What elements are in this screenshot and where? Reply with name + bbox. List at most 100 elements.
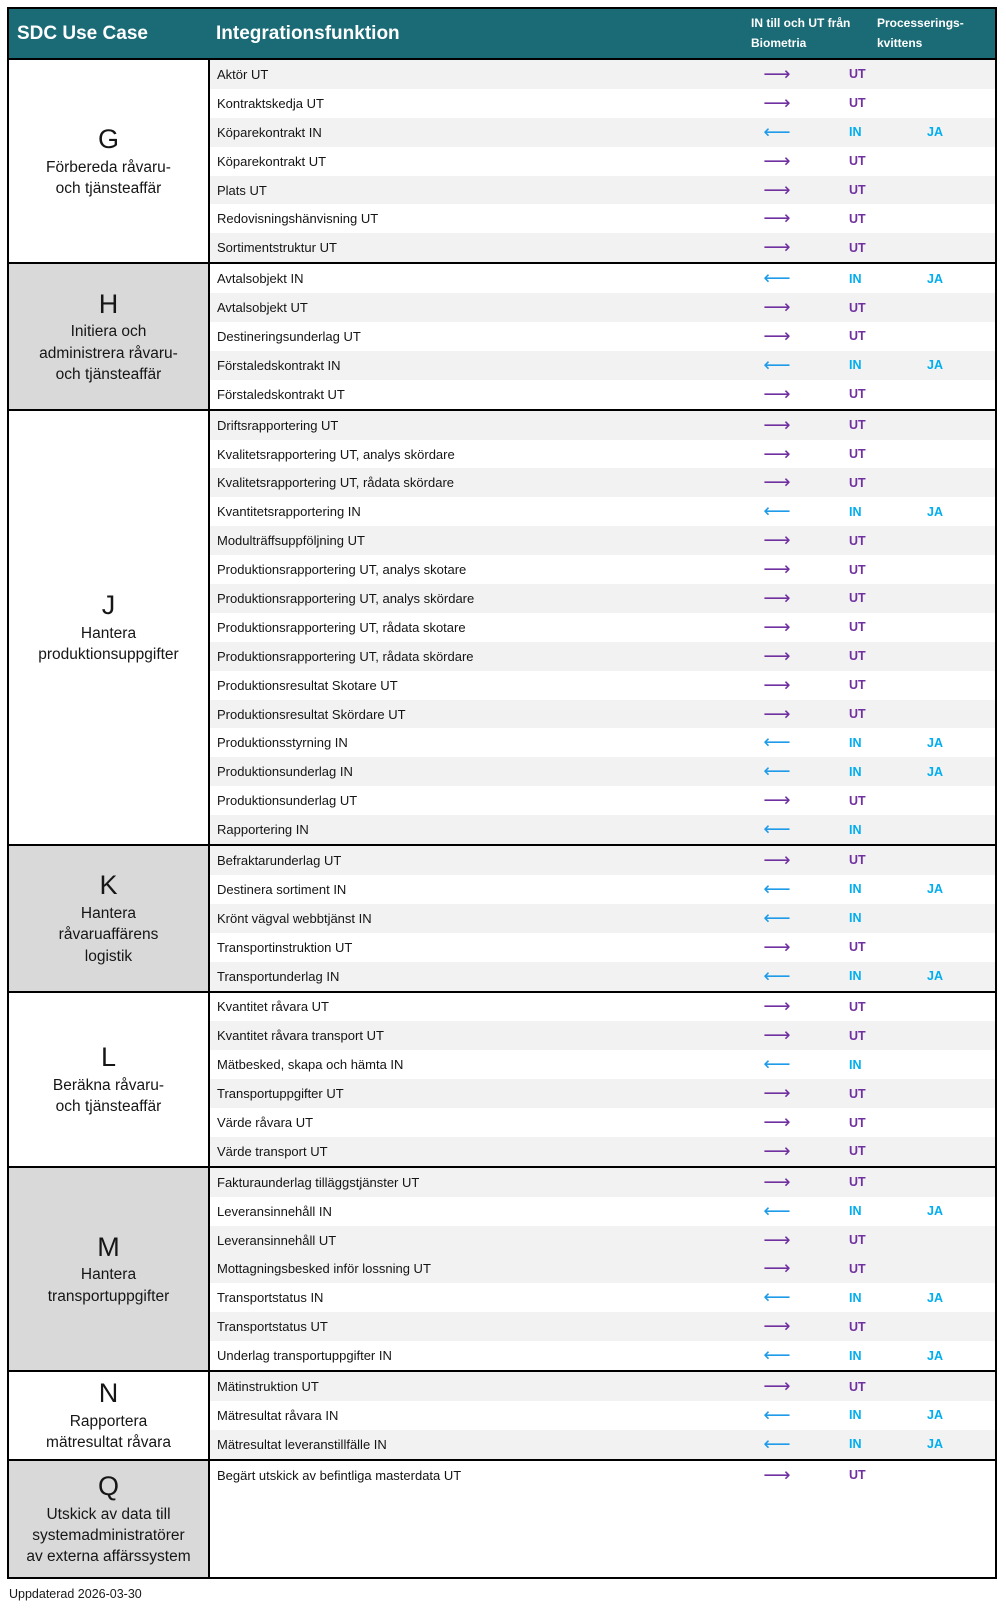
direction-arrow-cell: ⟶: [725, 64, 813, 84]
function-label: Förstaledskontrakt IN: [217, 357, 341, 373]
function-row: Produktionsunderlag UT ⟶ UT: [210, 786, 995, 816]
usecase-cell-H: H Initiera och administrera råvaru-och tjä…: [9, 264, 210, 409]
function-row: Modulträffsuppföljning UT ⟶ UT: [210, 526, 995, 556]
right-arrow-icon: ⟶: [763, 558, 791, 581]
right-arrow-icon: ⟶: [763, 382, 791, 405]
left-arrow-icon: ⟵: [763, 906, 791, 929]
receipt-label: JA: [927, 125, 943, 140]
direction-label: UT: [849, 620, 866, 635]
function-rows: Aktör UT ⟶ UT Kontraktskedja UT ⟶ UT Köparekon…: [210, 60, 995, 263]
right-arrow-icon: ⟶: [763, 1228, 791, 1251]
direction-arrow-cell: ⟶: [725, 1139, 813, 1162]
usecase-title-line: Hantera: [80, 1266, 137, 1284]
direction-label: UT: [849, 853, 866, 868]
receipt-label: JA: [927, 764, 943, 779]
function-row: Produktionsstyrning IN ⟵ IN JA: [210, 728, 995, 758]
function-row: Sortimentstruktur UT ⟶ UT: [210, 233, 995, 263]
direction-arrow-cell: ⟶: [725, 1317, 813, 1336]
direction-arrow-cell: ⟵: [725, 269, 813, 288]
receipt-label: JA: [927, 1204, 943, 1219]
integration-table: SDC Use Case Integrationsfunktion IN til…: [7, 7, 997, 1579]
left-arrow-icon: ⟵: [763, 1286, 791, 1309]
direction-label: UT: [849, 183, 866, 197]
column-header-receipt: Processerings- kvittens: [875, 14, 995, 52]
function-row: Driftsrapportering UT ⟶ UT: [210, 410, 995, 440]
table-body: G Förbereda råvaru-och tjänsteaffär Aktör …: [9, 58, 995, 1577]
direction-label: IN: [849, 1204, 862, 1219]
direction-label: UT: [849, 707, 866, 722]
direction-arrow-cell: ⟶: [725, 1377, 813, 1396]
direction-label: IN: [849, 1408, 862, 1423]
direction-arrow-cell: ⟶: [725, 531, 813, 550]
right-arrow-icon: ⟶: [763, 644, 791, 667]
function-label: Värde råvara UT: [217, 1115, 314, 1130]
usecase-title-line: logistik: [84, 947, 133, 965]
direction-label: IN: [849, 1057, 862, 1072]
function-rows: Begärt utskick av befintliga masterdata …: [210, 1460, 995, 1577]
right-arrow-icon: ⟶: [763, 1139, 791, 1162]
function-row: Leveransinnehåll IN ⟵ IN JA: [210, 1196, 995, 1226]
right-arrow-icon: ⟶: [763, 236, 791, 259]
direction-arrow-cell: ⟶: [725, 997, 813, 1016]
function-row: Produktionsrapportering UT, analys skörd…: [210, 584, 995, 613]
function-row: Leveransinnehåll UT ⟶ UT: [210, 1225, 995, 1255]
direction-arrow-cell: ⟶: [725, 298, 813, 317]
usecase-cell-Q: Q Utskick av data till systemadministratör…: [9, 1460, 210, 1577]
right-arrow-icon: ⟶: [763, 1082, 791, 1105]
right-arrow-icon: ⟶: [763, 1315, 791, 1338]
direction-arrow-cell: ⟶: [725, 850, 813, 870]
direction-label: UT: [849, 999, 866, 1014]
function-label: Köparekontrakt UT: [217, 153, 327, 169]
usecase-group-L: L Beräkna råvaru-och tjänsteaffär Kvantite…: [9, 990, 995, 1166]
direction-arrow-cell: ⟵: [725, 1346, 813, 1365]
function-row: Destineringsunderlag UT ⟶ UT: [210, 322, 995, 351]
usecase-group-M: M Hantera transportuppgifter Fakturaunderla…: [9, 1165, 995, 1371]
left-arrow-icon: ⟵: [763, 964, 791, 987]
direction-label: UT: [849, 447, 866, 462]
direction-label: UT: [849, 96, 866, 111]
direction-label: UT: [849, 387, 866, 402]
function-row: Förstaledskontrakt UT ⟶ UT: [210, 379, 995, 409]
function-label: Kontraktskedja UT: [217, 95, 324, 111]
function-row: Destinera sortiment IN ⟵ IN JA: [210, 874, 995, 904]
function-label: Mätresultat råvara IN: [217, 1407, 339, 1423]
usecase-title: Rapportera mätresultat råvara: [46, 1411, 171, 1454]
function-label: Produktionsunderlag IN: [217, 764, 353, 780]
function-row: Värde råvara UT ⟶ UT: [210, 1108, 995, 1137]
left-arrow-icon: ⟵: [763, 1432, 791, 1455]
direction-arrow-cell: ⟶: [725, 704, 813, 724]
right-arrow-icon: ⟶: [763, 178, 791, 201]
function-label: Plats UT: [217, 182, 267, 198]
direction-label: UT: [849, 475, 866, 490]
direction-arrow-cell: ⟶: [725, 1259, 813, 1278]
direction-label: UT: [849, 1261, 866, 1276]
function-label: Produktionsstyrning IN: [217, 735, 348, 751]
column-header-usecase: SDC Use Case: [17, 22, 148, 44]
function-label: Produktionsunderlag UT: [217, 793, 358, 809]
usecase-group-H: H Initiera och administrera råvaru-och tjä…: [9, 262, 995, 409]
function-rows: Fakturaunderlag tilläggstjänster UT ⟶ UT Le…: [210, 1167, 995, 1371]
usecase-title-line: transportuppgifter: [47, 1287, 170, 1305]
function-label: Avtalsobjekt UT: [217, 300, 308, 316]
usecase-cell-J: J Hantera produktionsuppgifter: [9, 410, 210, 845]
function-row: Plats UT ⟶ UT: [210, 175, 995, 205]
right-arrow-icon: ⟶: [763, 442, 791, 465]
direction-arrow-cell: ⟵: [725, 906, 813, 929]
function-label: Underlag transportuppgifter IN: [217, 1348, 392, 1364]
direction-arrow-cell: ⟶: [725, 560, 813, 579]
function-row: Redovisningshänvisning UT ⟶ UT: [210, 204, 995, 234]
direction-arrow-cell: ⟶: [725, 617, 813, 637]
function-label: Sortimentstruktur UT: [217, 240, 337, 256]
column-header-direction-line1: IN till och UT från: [751, 16, 851, 31]
direction-label: IN: [849, 764, 862, 779]
usecase-title-line: Hantera: [80, 624, 137, 642]
function-label: Destinera sortiment IN: [217, 881, 347, 897]
left-arrow-icon: ⟵: [763, 500, 791, 523]
direction-label: UT: [849, 533, 866, 548]
function-row: Krönt vägval webbtjänst IN ⟵ IN: [210, 903, 995, 933]
direction-arrow-cell: ⟵: [725, 1288, 813, 1307]
function-row: Kvantitet råvara UT ⟶ UT: [210, 992, 995, 1022]
direction-label: IN: [849, 504, 862, 519]
direction-arrow-cell: ⟶: [725, 644, 813, 667]
function-row: Underlag transportuppgifter IN ⟵ IN JA: [210, 1341, 995, 1371]
